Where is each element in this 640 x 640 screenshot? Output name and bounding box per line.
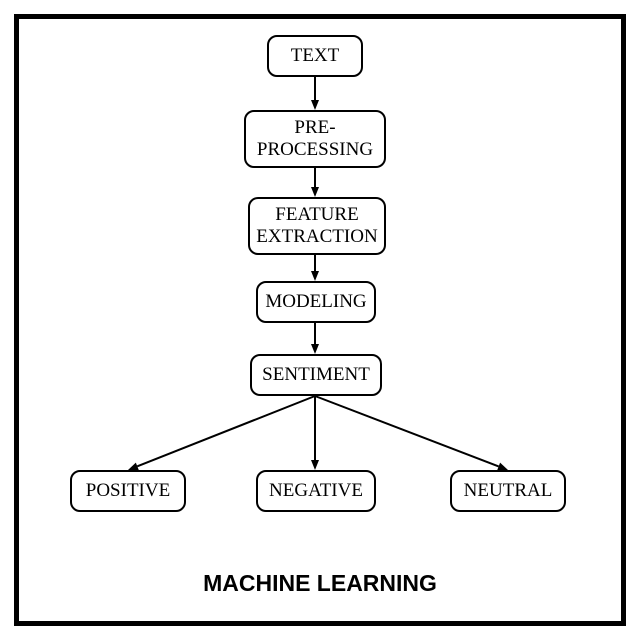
node-preproc: PRE- PROCESSING [244,110,386,168]
node-feature: FEATURE EXTRACTION [248,197,386,255]
node-label: PRE- PROCESSING [257,117,373,161]
node-label: NEGATIVE [269,480,363,502]
node-label: NEUTRAL [464,480,553,502]
node-positive: POSITIVE [70,470,186,512]
node-label: MODELING [265,291,366,313]
node-label: SENTIMENT [262,364,370,386]
diagram-caption: MACHINE LEARNING [170,570,470,597]
node-label: FEATURE EXTRACTION [256,204,377,248]
node-modeling: MODELING [256,281,376,323]
node-sentiment: SENTIMENT [250,354,382,396]
node-text: TEXT [267,35,363,77]
node-neutral: NEUTRAL [450,470,566,512]
node-label: TEXT [291,45,340,67]
node-negative: NEGATIVE [256,470,376,512]
node-label: POSITIVE [86,480,170,502]
